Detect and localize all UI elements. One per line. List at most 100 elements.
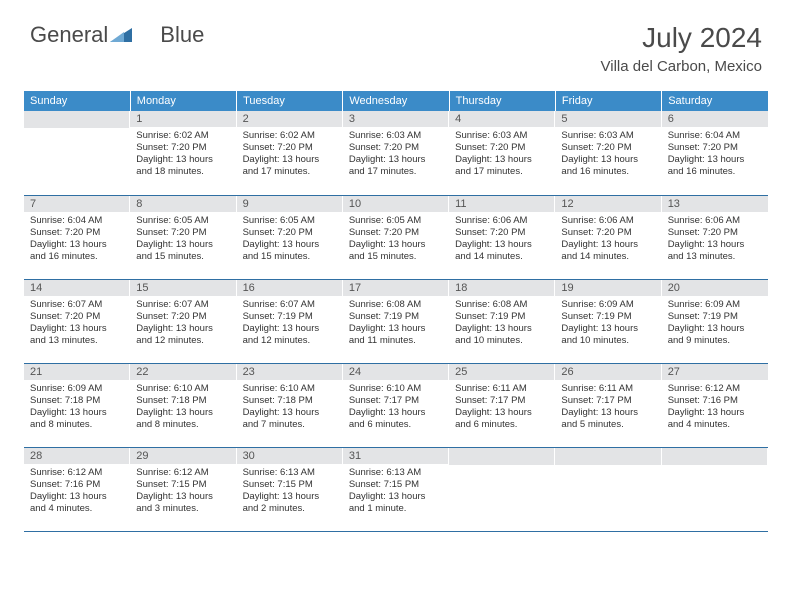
- day-details: Sunrise: 6:09 AMSunset: 7:19 PMDaylight:…: [555, 296, 661, 352]
- day-details: Sunrise: 6:02 AMSunset: 7:20 PMDaylight:…: [237, 127, 343, 183]
- day-details: Sunrise: 6:05 AMSunset: 7:20 PMDaylight:…: [130, 212, 236, 268]
- day-details: Sunrise: 6:13 AMSunset: 7:15 PMDaylight:…: [237, 464, 343, 520]
- day-details: Sunrise: 6:10 AMSunset: 7:18 PMDaylight:…: [237, 380, 343, 436]
- logo-text-1: General: [30, 22, 108, 48]
- calendar-day-cell: 20Sunrise: 6:09 AMSunset: 7:19 PMDayligh…: [662, 279, 768, 363]
- day-number: 7: [24, 196, 130, 212]
- day-details: Sunrise: 6:07 AMSunset: 7:19 PMDaylight:…: [237, 296, 343, 352]
- day-number: 6: [662, 111, 768, 127]
- title-block: July 2024 Villa del Carbon, Mexico: [601, 22, 762, 75]
- day-number: 3: [343, 111, 449, 127]
- calendar-day-cell: 3Sunrise: 6:03 AMSunset: 7:20 PMDaylight…: [343, 111, 449, 195]
- day-details: Sunrise: 6:05 AMSunset: 7:20 PMDaylight:…: [237, 212, 343, 268]
- day-number: 25: [449, 364, 555, 380]
- calendar-day-cell: 31Sunrise: 6:13 AMSunset: 7:15 PMDayligh…: [343, 447, 449, 531]
- day-details: Sunrise: 6:06 AMSunset: 7:20 PMDaylight:…: [449, 212, 555, 268]
- day-number: 8: [130, 196, 236, 212]
- calendar-week-row: 7Sunrise: 6:04 AMSunset: 7:20 PMDaylight…: [24, 195, 768, 279]
- calendar-day-cell: 26Sunrise: 6:11 AMSunset: 7:17 PMDayligh…: [555, 363, 661, 447]
- calendar-day-cell: 27Sunrise: 6:12 AMSunset: 7:16 PMDayligh…: [662, 363, 768, 447]
- calendar-day-cell: 4Sunrise: 6:03 AMSunset: 7:20 PMDaylight…: [449, 111, 555, 195]
- day-number: 29: [130, 448, 236, 464]
- day-details: Sunrise: 6:03 AMSunset: 7:20 PMDaylight:…: [555, 127, 661, 183]
- calendar-day-cell: 9Sunrise: 6:05 AMSunset: 7:20 PMDaylight…: [237, 195, 343, 279]
- calendar-day-cell: 15Sunrise: 6:07 AMSunset: 7:20 PMDayligh…: [130, 279, 236, 363]
- calendar-day-cell: 23Sunrise: 6:10 AMSunset: 7:18 PMDayligh…: [237, 363, 343, 447]
- calendar-day-cell: 22Sunrise: 6:10 AMSunset: 7:18 PMDayligh…: [130, 363, 236, 447]
- day-details: Sunrise: 6:09 AMSunset: 7:19 PMDaylight:…: [662, 296, 768, 352]
- calendar-day-cell: 28Sunrise: 6:12 AMSunset: 7:16 PMDayligh…: [24, 447, 130, 531]
- day-details: Sunrise: 6:06 AMSunset: 7:20 PMDaylight:…: [555, 212, 661, 268]
- day-number: 10: [343, 196, 449, 212]
- page-title: July 2024: [601, 22, 762, 54]
- calendar-week-row: 21Sunrise: 6:09 AMSunset: 7:18 PMDayligh…: [24, 363, 768, 447]
- calendar-day-cell: 24Sunrise: 6:10 AMSunset: 7:17 PMDayligh…: [343, 363, 449, 447]
- day-number: 5: [555, 111, 661, 127]
- calendar-day-cell: 2Sunrise: 6:02 AMSunset: 7:20 PMDaylight…: [237, 111, 343, 195]
- weekday-header: Wednesday: [343, 91, 449, 111]
- calendar-day-cell: 12Sunrise: 6:06 AMSunset: 7:20 PMDayligh…: [555, 195, 661, 279]
- calendar-day-cell: 19Sunrise: 6:09 AMSunset: 7:19 PMDayligh…: [555, 279, 661, 363]
- day-number: 24: [343, 364, 449, 380]
- calendar-day-cell: 25Sunrise: 6:11 AMSunset: 7:17 PMDayligh…: [449, 363, 555, 447]
- calendar-day-cell: 8Sunrise: 6:05 AMSunset: 7:20 PMDaylight…: [130, 195, 236, 279]
- calendar-day-cell: 21Sunrise: 6:09 AMSunset: 7:18 PMDayligh…: [24, 363, 130, 447]
- day-details: Sunrise: 6:13 AMSunset: 7:15 PMDaylight:…: [343, 464, 449, 520]
- weekday-header: Monday: [130, 91, 236, 111]
- day-details: Sunrise: 6:12 AMSunset: 7:15 PMDaylight:…: [130, 464, 236, 520]
- day-details: Sunrise: 6:12 AMSunset: 7:16 PMDaylight:…: [662, 380, 768, 436]
- location-subtitle: Villa del Carbon, Mexico: [601, 58, 762, 75]
- day-number: 2: [237, 111, 343, 127]
- calendar-day-cell: 1Sunrise: 6:02 AMSunset: 7:20 PMDaylight…: [130, 111, 236, 195]
- day-details: Sunrise: 6:08 AMSunset: 7:19 PMDaylight:…: [449, 296, 555, 352]
- day-number: 26: [555, 364, 661, 380]
- calendar-day-cell: 5Sunrise: 6:03 AMSunset: 7:20 PMDaylight…: [555, 111, 661, 195]
- day-details: Sunrise: 6:11 AMSunset: 7:17 PMDaylight:…: [449, 380, 555, 436]
- calendar-week-row: 1Sunrise: 6:02 AMSunset: 7:20 PMDaylight…: [24, 111, 768, 195]
- day-details: Sunrise: 6:07 AMSunset: 7:20 PMDaylight:…: [130, 296, 236, 352]
- calendar-day-cell: [555, 447, 661, 531]
- day-number: 21: [24, 364, 130, 380]
- day-details: Sunrise: 6:05 AMSunset: 7:20 PMDaylight:…: [343, 212, 449, 268]
- empty-day-header: [662, 448, 768, 465]
- calendar-body: 1Sunrise: 6:02 AMSunset: 7:20 PMDaylight…: [24, 111, 768, 531]
- day-details: Sunrise: 6:09 AMSunset: 7:18 PMDaylight:…: [24, 380, 130, 436]
- calendar-day-cell: 17Sunrise: 6:08 AMSunset: 7:19 PMDayligh…: [343, 279, 449, 363]
- logo: General Blue: [30, 22, 204, 48]
- logo-text-2: Blue: [160, 22, 204, 48]
- calendar-day-cell: [24, 111, 130, 195]
- day-details: Sunrise: 6:10 AMSunset: 7:18 PMDaylight:…: [130, 380, 236, 436]
- empty-day-header: [24, 111, 130, 128]
- calendar-day-cell: 6Sunrise: 6:04 AMSunset: 7:20 PMDaylight…: [662, 111, 768, 195]
- calendar-day-cell: 14Sunrise: 6:07 AMSunset: 7:20 PMDayligh…: [24, 279, 130, 363]
- calendar-week-row: 28Sunrise: 6:12 AMSunset: 7:16 PMDayligh…: [24, 447, 768, 531]
- weekday-header: Friday: [555, 91, 661, 111]
- day-number: 14: [24, 280, 130, 296]
- day-details: Sunrise: 6:02 AMSunset: 7:20 PMDaylight:…: [130, 127, 236, 183]
- weekday-header-row: SundayMondayTuesdayWednesdayThursdayFrid…: [24, 91, 768, 111]
- weekday-header: Thursday: [449, 91, 555, 111]
- calendar-table: SundayMondayTuesdayWednesdayThursdayFrid…: [24, 91, 768, 532]
- calendar-day-cell: 7Sunrise: 6:04 AMSunset: 7:20 PMDaylight…: [24, 195, 130, 279]
- day-number: 27: [662, 364, 768, 380]
- weekday-header: Tuesday: [237, 91, 343, 111]
- day-details: Sunrise: 6:04 AMSunset: 7:20 PMDaylight:…: [24, 212, 130, 268]
- day-number: 9: [237, 196, 343, 212]
- day-details: Sunrise: 6:04 AMSunset: 7:20 PMDaylight:…: [662, 127, 768, 183]
- day-number: 31: [343, 448, 449, 464]
- calendar-day-cell: 29Sunrise: 6:12 AMSunset: 7:15 PMDayligh…: [130, 447, 236, 531]
- calendar-week-row: 14Sunrise: 6:07 AMSunset: 7:20 PMDayligh…: [24, 279, 768, 363]
- day-number: 12: [555, 196, 661, 212]
- day-details: Sunrise: 6:06 AMSunset: 7:20 PMDaylight:…: [662, 212, 768, 268]
- calendar-day-cell: 30Sunrise: 6:13 AMSunset: 7:15 PMDayligh…: [237, 447, 343, 531]
- header: General Blue July 2024 Villa del Carbon,…: [0, 0, 792, 85]
- calendar-day-cell: 16Sunrise: 6:07 AMSunset: 7:19 PMDayligh…: [237, 279, 343, 363]
- day-number: 4: [449, 111, 555, 127]
- weekday-header: Sunday: [24, 91, 130, 111]
- day-number: 20: [662, 280, 768, 296]
- calendar-day-cell: 18Sunrise: 6:08 AMSunset: 7:19 PMDayligh…: [449, 279, 555, 363]
- empty-day-header: [555, 448, 661, 465]
- day-number: 23: [237, 364, 343, 380]
- day-details: Sunrise: 6:12 AMSunset: 7:16 PMDaylight:…: [24, 464, 130, 520]
- day-details: Sunrise: 6:08 AMSunset: 7:19 PMDaylight:…: [343, 296, 449, 352]
